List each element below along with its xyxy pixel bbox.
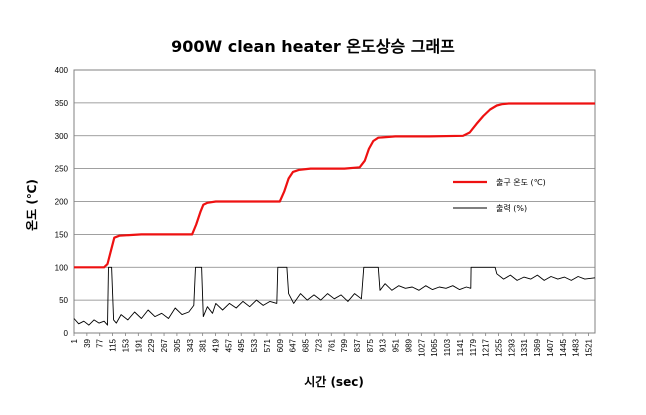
x-tick-label: 533 bbox=[250, 338, 259, 352]
x-tick-label: 571 bbox=[263, 338, 272, 352]
x-tick-label: 1 bbox=[70, 338, 79, 343]
y-tick-label: 300 bbox=[55, 132, 69, 141]
x-axis-label: 시간 (sec) bbox=[304, 374, 364, 389]
y-tick-label: 100 bbox=[55, 263, 69, 272]
x-tick-label: 1521 bbox=[585, 338, 594, 356]
y-axis-ticks: 0 50 100 150 200 250 300 350 400 bbox=[55, 66, 69, 338]
y-tick-label: 50 bbox=[59, 296, 68, 305]
x-tick-label: 77 bbox=[96, 338, 105, 347]
x-tick-label: 837 bbox=[353, 338, 362, 352]
x-tick-label: 191 bbox=[134, 338, 143, 352]
series-line-outlet-temp bbox=[74, 102, 595, 269]
x-tick-label: 1255 bbox=[495, 338, 504, 356]
x-tick-label: 381 bbox=[199, 338, 208, 352]
x-tick-label: 1141 bbox=[456, 338, 465, 356]
x-tick-label: 495 bbox=[237, 338, 246, 352]
x-tick-label: 761 bbox=[327, 338, 336, 352]
y-tick-label: 350 bbox=[55, 99, 69, 108]
x-tick-label: 1217 bbox=[482, 338, 491, 356]
x-tick-label: 989 bbox=[404, 338, 413, 352]
x-tick-label: 229 bbox=[147, 338, 156, 352]
x-tick-label: 1483 bbox=[572, 338, 581, 356]
x-tick-label: 1179 bbox=[469, 338, 478, 356]
x-tick-label: 457 bbox=[224, 338, 233, 352]
y-tick-label: 150 bbox=[55, 230, 69, 239]
x-tick-label: 343 bbox=[186, 338, 195, 352]
x-tick-label: 267 bbox=[160, 338, 169, 352]
x-tick-label: 647 bbox=[289, 338, 298, 352]
x-tick-label: 1293 bbox=[507, 338, 516, 356]
x-tick-label: 153 bbox=[121, 338, 130, 352]
x-tick-label: 875 bbox=[366, 338, 375, 352]
y-axis-label: 온도 (℃) bbox=[24, 179, 39, 231]
series-layer bbox=[73, 102, 596, 326]
x-tick-label: 1407 bbox=[546, 338, 555, 356]
x-tick-label: 609 bbox=[276, 338, 285, 352]
series-line-output bbox=[73, 266, 596, 326]
y-tick-label: 0 bbox=[64, 329, 69, 338]
x-tick-label: 799 bbox=[340, 338, 349, 352]
x-tick-label: 913 bbox=[379, 338, 388, 352]
x-tick-label: 1103 bbox=[443, 338, 452, 356]
x-tick-label: 39 bbox=[83, 338, 92, 347]
x-tick-label: 1027 bbox=[417, 338, 426, 356]
legend: 출구 온도 (℃) 출력 (%) bbox=[453, 177, 546, 213]
chart-title: 900W clean heater 온도상승 그래프 bbox=[171, 37, 455, 56]
y-tick-label: 250 bbox=[55, 165, 69, 174]
x-tick-label: 951 bbox=[392, 338, 401, 352]
y-tick-label: 400 bbox=[55, 66, 69, 75]
x-axis-ticks: 1 39 77 115 153 191 229 267 305 343 381 419 457 495 53… bbox=[70, 333, 594, 357]
legend-label: 출력 (%) bbox=[496, 203, 527, 213]
x-tick-label: 115 bbox=[109, 338, 118, 351]
x-tick-label: 305 bbox=[173, 338, 182, 352]
x-tick-label: 1369 bbox=[533, 338, 542, 356]
x-tick-label: 1445 bbox=[559, 338, 568, 356]
x-tick-label: 723 bbox=[314, 338, 323, 352]
y-tick-label: 200 bbox=[55, 198, 69, 207]
grid bbox=[74, 69, 595, 334]
x-tick-label: 685 bbox=[302, 338, 311, 352]
x-tick-label: 419 bbox=[212, 338, 221, 352]
x-tick-label: 1331 bbox=[520, 338, 529, 356]
x-tick-label: 1065 bbox=[430, 338, 439, 356]
legend-label: 출구 온도 (℃) bbox=[496, 177, 546, 187]
